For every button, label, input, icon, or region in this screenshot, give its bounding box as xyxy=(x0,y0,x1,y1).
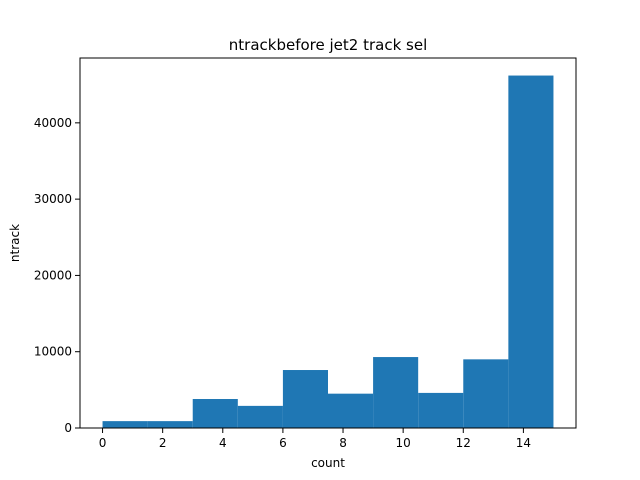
y-tick-label: 30000 xyxy=(34,192,72,206)
histogram-bar-6 xyxy=(373,357,419,428)
plot-frame xyxy=(79,57,577,429)
histogram-bar-8 xyxy=(463,359,509,428)
x-tick-label: 0 xyxy=(99,436,107,450)
histogram-bar-7 xyxy=(418,392,464,428)
y-tick-label: 0 xyxy=(64,421,72,435)
histogram-bar-3 xyxy=(237,405,283,428)
histogram-bar-2 xyxy=(192,399,238,428)
histogram-bar-4 xyxy=(282,370,328,428)
histogram-bar-9 xyxy=(508,75,554,429)
x-axis-label: count xyxy=(311,456,345,470)
y-tick-label: 20000 xyxy=(34,268,72,282)
histogram-bar-0 xyxy=(102,421,148,428)
histogram-bar-1 xyxy=(147,421,193,428)
x-axis: 0 2 4 6 8 10 12 14 xyxy=(99,428,531,450)
chart-title: ntrackbefore jet2 track sel xyxy=(229,36,427,54)
x-tick-label: 8 xyxy=(339,436,347,450)
histogram-bar-5 xyxy=(328,393,374,428)
x-tick-label: 10 xyxy=(396,436,411,450)
x-tick-label: 14 xyxy=(516,436,531,450)
y-axis-label: ntrack xyxy=(8,224,22,262)
x-tick-label: 4 xyxy=(219,436,227,450)
y-tick-label: 10000 xyxy=(34,345,72,359)
y-tick-label: 40000 xyxy=(34,116,72,130)
y-axis: 0 10000 20000 30000 40000 xyxy=(34,116,80,435)
bars xyxy=(102,75,554,429)
x-tick-label: 12 xyxy=(456,436,471,450)
x-tick-label: 6 xyxy=(279,436,287,450)
x-tick-label: 2 xyxy=(159,436,167,450)
